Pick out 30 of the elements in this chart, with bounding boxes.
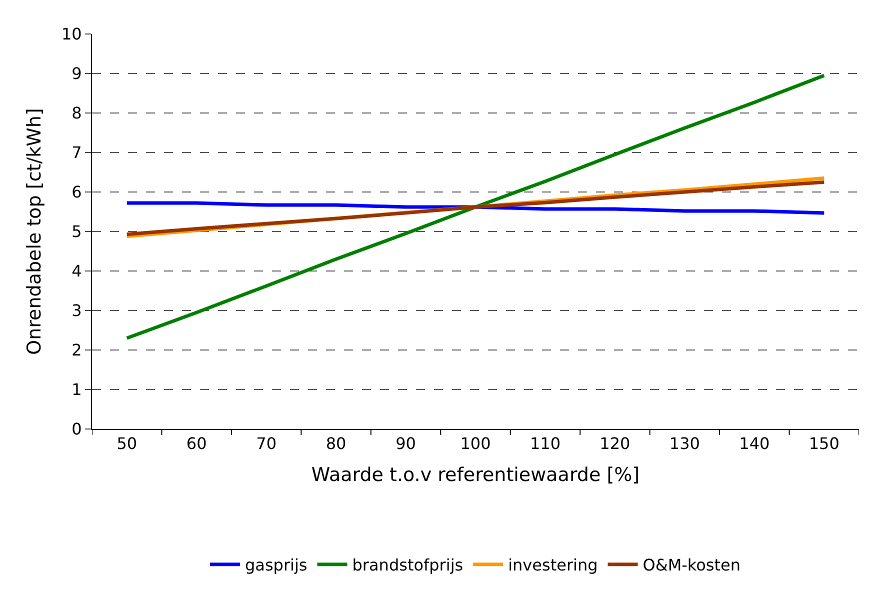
y-tick-label: 8 [72,104,82,123]
x-axis-title: Waarde t.o.v referentiewaarde [%] [311,464,640,486]
y-tick-label: 1 [72,380,82,400]
y-axis-title: Onrendabele top [ct/kWh] [23,108,46,355]
y-tick-label: 5 [72,222,82,242]
x-tick-label: 50 [116,434,138,454]
x-tick-label: 110 [530,434,561,454]
y-tick-label: 9 [72,64,82,84]
x-tick-label: 60 [186,434,207,454]
legend-label: investering [508,556,598,575]
y-tick-label: 3 [72,301,82,320]
x-tick-label: 70 [256,434,276,454]
y-tick-label: 0 [72,420,82,439]
legend-label: gasprijs [245,556,308,575]
line-series [125,74,826,340]
x-tick-label: 130 [669,434,700,454]
y-tick-label: 6 [72,182,82,202]
y-tick-label: 7 [72,143,82,162]
x-tick-label: 80 [326,434,346,454]
line-series [125,201,826,215]
x-tick-label: 150 [808,434,840,454]
x-tick-label: 90 [396,434,416,454]
y-tick-label: 4 [72,262,82,281]
x-tick-label: 100 [460,434,491,454]
legend-label: brandstofprijs [352,556,464,575]
y-tick-label: 10 [61,24,82,44]
legend-label: O&M-kosten [642,556,740,575]
x-tick-label: 140 [739,434,770,454]
y-tick-label: 2 [72,340,82,360]
x-tick-label: 120 [600,434,630,454]
